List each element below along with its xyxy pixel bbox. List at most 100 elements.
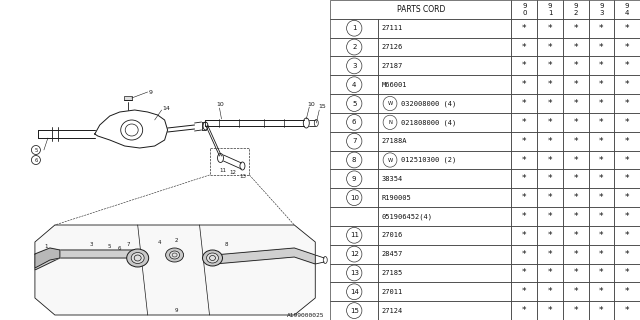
Bar bbox=[614, 301, 640, 320]
Bar bbox=[511, 264, 537, 282]
Bar bbox=[378, 113, 511, 132]
Bar bbox=[330, 226, 378, 245]
Bar bbox=[511, 75, 537, 94]
Text: 032008000 (4): 032008000 (4) bbox=[401, 100, 457, 107]
Polygon shape bbox=[35, 225, 316, 315]
Text: *: * bbox=[625, 156, 629, 164]
Text: PARTS CORD: PARTS CORD bbox=[397, 5, 445, 14]
Text: *: * bbox=[573, 268, 578, 277]
Bar bbox=[563, 188, 589, 207]
Bar bbox=[330, 188, 378, 207]
Bar bbox=[589, 151, 614, 169]
Bar bbox=[563, 132, 589, 151]
Bar bbox=[378, 188, 511, 207]
Bar bbox=[614, 19, 640, 38]
Bar bbox=[330, 56, 378, 75]
Bar bbox=[614, 207, 640, 226]
Bar bbox=[330, 245, 378, 264]
Bar bbox=[537, 282, 563, 301]
Bar bbox=[563, 151, 589, 169]
Bar bbox=[330, 94, 378, 113]
Text: *: * bbox=[573, 306, 578, 315]
Bar bbox=[537, 132, 563, 151]
Text: *: * bbox=[548, 137, 552, 146]
Bar bbox=[589, 169, 614, 188]
Text: *: * bbox=[548, 99, 552, 108]
Text: 9: 9 bbox=[352, 176, 356, 182]
Bar bbox=[563, 38, 589, 56]
Text: M66001: M66001 bbox=[381, 82, 407, 88]
Bar bbox=[378, 207, 511, 226]
Bar bbox=[537, 94, 563, 113]
Bar bbox=[614, 38, 640, 56]
Bar bbox=[330, 301, 378, 320]
Bar bbox=[378, 245, 511, 264]
Text: 8: 8 bbox=[225, 242, 228, 246]
Text: 14: 14 bbox=[350, 289, 358, 295]
Bar bbox=[563, 264, 589, 282]
Bar bbox=[537, 207, 563, 226]
Bar bbox=[378, 282, 511, 301]
Bar bbox=[378, 151, 511, 169]
Text: *: * bbox=[625, 80, 629, 89]
Text: *: * bbox=[548, 287, 552, 296]
Text: *: * bbox=[573, 212, 578, 221]
Bar bbox=[378, 132, 511, 151]
Text: 5: 5 bbox=[108, 244, 111, 250]
Text: 27111: 27111 bbox=[381, 25, 403, 31]
Bar bbox=[563, 19, 589, 38]
Ellipse shape bbox=[207, 253, 218, 263]
Text: *: * bbox=[573, 80, 578, 89]
Text: *: * bbox=[573, 156, 578, 164]
Bar bbox=[537, 113, 563, 132]
Ellipse shape bbox=[127, 249, 148, 267]
Text: *: * bbox=[548, 156, 552, 164]
Bar bbox=[537, 188, 563, 207]
Text: *: * bbox=[599, 24, 604, 33]
Text: *: * bbox=[573, 137, 578, 146]
Text: 9
1: 9 1 bbox=[548, 3, 552, 16]
Text: 10: 10 bbox=[216, 102, 224, 108]
Text: *: * bbox=[573, 193, 578, 202]
Text: 13: 13 bbox=[349, 270, 359, 276]
Bar bbox=[537, 301, 563, 320]
Bar bbox=[563, 94, 589, 113]
Text: 27016: 27016 bbox=[381, 232, 403, 238]
Text: *: * bbox=[573, 118, 578, 127]
Text: 13: 13 bbox=[239, 173, 246, 179]
Text: 9
4: 9 4 bbox=[625, 3, 629, 16]
Bar bbox=[330, 151, 378, 169]
Bar bbox=[378, 94, 511, 113]
Text: 15: 15 bbox=[318, 105, 326, 109]
Text: *: * bbox=[625, 43, 629, 52]
Text: *: * bbox=[599, 118, 604, 127]
Text: *: * bbox=[625, 24, 629, 33]
Text: *: * bbox=[548, 306, 552, 315]
Text: *: * bbox=[548, 24, 552, 33]
Text: *: * bbox=[599, 156, 604, 164]
Text: 15: 15 bbox=[350, 308, 358, 314]
Bar bbox=[614, 94, 640, 113]
Bar bbox=[511, 151, 537, 169]
Text: 12: 12 bbox=[230, 171, 236, 175]
Bar bbox=[330, 0, 511, 19]
Bar bbox=[537, 0, 563, 19]
Text: 1: 1 bbox=[352, 25, 356, 31]
Bar bbox=[378, 301, 511, 320]
Text: *: * bbox=[625, 99, 629, 108]
Text: 021808000 (4): 021808000 (4) bbox=[401, 119, 457, 126]
Bar bbox=[330, 19, 378, 38]
Text: *: * bbox=[573, 43, 578, 52]
Text: *: * bbox=[625, 287, 629, 296]
Text: *: * bbox=[522, 193, 527, 202]
Bar bbox=[614, 151, 640, 169]
Text: *: * bbox=[573, 287, 578, 296]
Text: *: * bbox=[625, 268, 629, 277]
Text: *: * bbox=[548, 174, 552, 183]
Bar bbox=[511, 301, 537, 320]
Bar bbox=[563, 207, 589, 226]
Text: 7: 7 bbox=[352, 138, 356, 144]
Bar bbox=[511, 188, 537, 207]
Bar bbox=[537, 151, 563, 169]
Bar bbox=[589, 94, 614, 113]
